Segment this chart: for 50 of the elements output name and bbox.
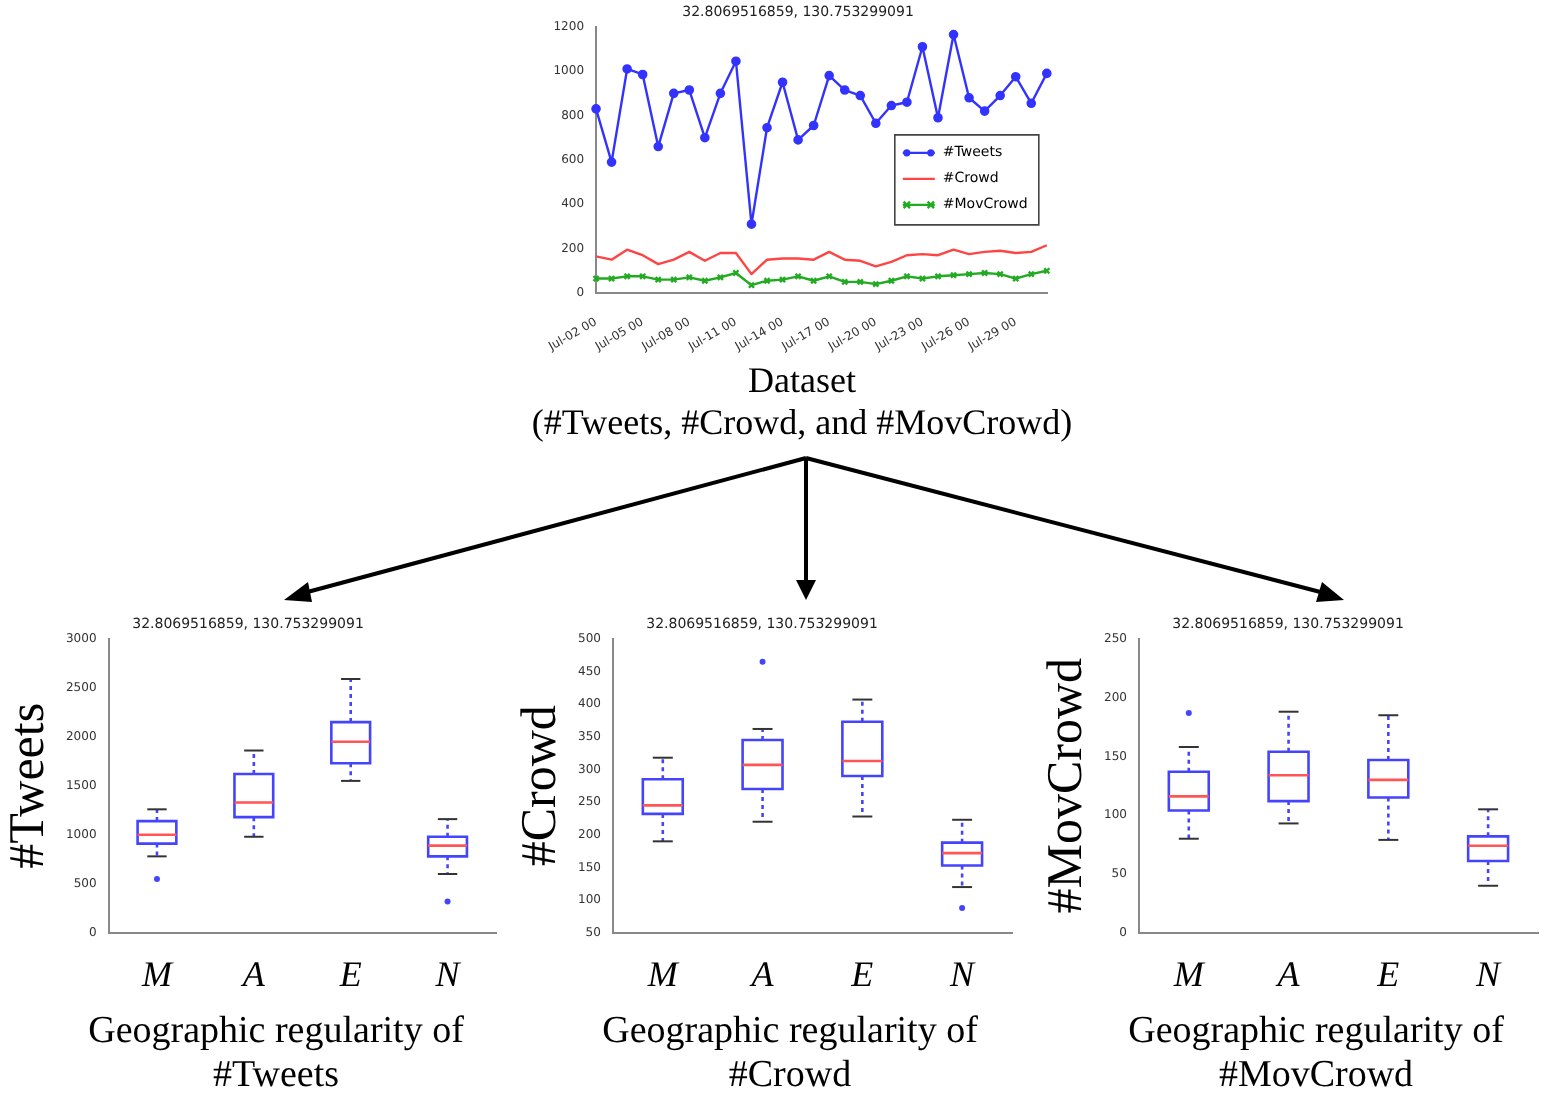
point (793, 135, 803, 145)
x-tick-label: M (1171, 953, 1206, 994)
point (980, 269, 989, 277)
point (606, 157, 617, 167)
point (964, 92, 974, 103)
x-axis-title: Geographic regularity of #Crowd (600, 1010, 980, 1098)
point (746, 219, 757, 229)
x-axis-title: Geographic regularity of #MovCrowd (1126, 1010, 1506, 1098)
x-tick-label: M (139, 953, 174, 994)
point (917, 41, 928, 52)
point (979, 106, 990, 116)
point (933, 112, 943, 123)
point (1010, 71, 1021, 82)
x-axis-title: Geographic regularity of #Tweets (86, 1010, 466, 1098)
point (995, 90, 1005, 101)
x-tick-label: N (1474, 953, 1503, 994)
point (839, 85, 850, 95)
x-axis-title: Dataset (#Tweets, #Crowd, and #MovCrowd) (529, 360, 1075, 443)
x-tick-label: A (1275, 953, 1302, 994)
point (715, 88, 726, 99)
point (824, 70, 834, 81)
x-tick-label: E (849, 953, 874, 994)
y-axis-title: #Tweets (1, 702, 56, 869)
point (622, 64, 632, 74)
x-tick-label: N (948, 953, 977, 994)
point (637, 69, 648, 80)
point (948, 29, 959, 40)
point (731, 56, 741, 66)
point (591, 104, 601, 114)
point (886, 100, 897, 111)
x-tick-label: A (749, 953, 776, 994)
x-tick-label: E (1375, 953, 1400, 994)
x-tick-label: E (337, 953, 362, 994)
point (668, 88, 679, 99)
x-tick-label: N (433, 953, 462, 994)
point (1042, 68, 1052, 79)
y-axis-title: #MovCrowd (1039, 657, 1094, 914)
point (762, 122, 772, 133)
point (777, 77, 788, 88)
point (902, 97, 912, 108)
point (1026, 98, 1037, 109)
point (700, 132, 710, 143)
y-axis-title: #Crowd (513, 704, 568, 867)
point (855, 90, 866, 101)
point (684, 85, 695, 95)
x-tick-label: M (645, 953, 680, 994)
point (871, 118, 881, 129)
point (808, 120, 819, 131)
x-tick-label: A (240, 953, 267, 994)
point (653, 141, 664, 152)
